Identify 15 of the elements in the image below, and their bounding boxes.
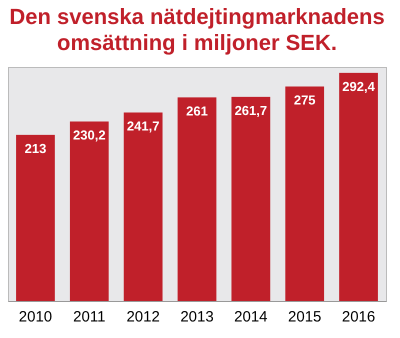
data-label: 230,2	[73, 127, 106, 142]
x-tick-label: 2011	[73, 308, 106, 326]
chart-title: Den svenska nätdejtingmarknadens omsättning i miljoner SEK.	[9, 4, 385, 55]
x-tick-label: 2012	[126, 308, 160, 326]
data-label: 213	[24, 140, 46, 156]
x-tick-label: 2016	[342, 308, 376, 326]
x-tick-label: 2010	[18, 308, 52, 326]
data-label: 241,7	[126, 118, 160, 134]
data-label: 275	[294, 92, 316, 108]
x-tick-label: 2014	[234, 308, 268, 326]
data-label: 261	[186, 103, 208, 118]
data-label: 292,4	[342, 78, 376, 94]
x-tick-label: 2013	[180, 308, 214, 326]
x-tick-label: 2015	[288, 308, 322, 326]
data-label: 261,7	[234, 102, 268, 118]
